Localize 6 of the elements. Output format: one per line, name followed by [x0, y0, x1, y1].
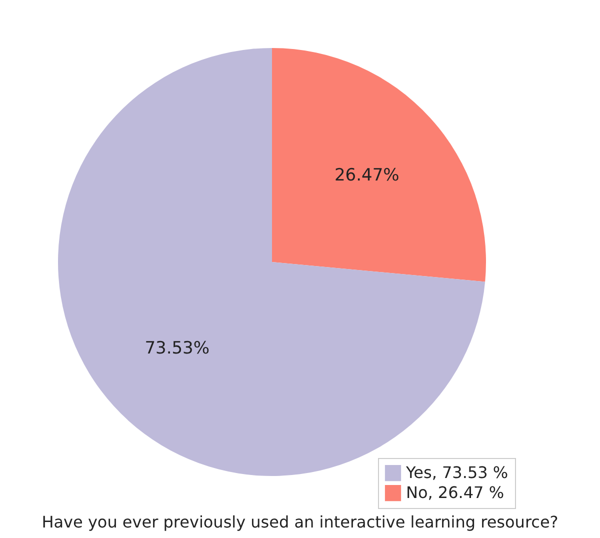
data-label: 73.53%: [144, 338, 210, 359]
text: Have you ever previously used an interactive learning resource?: [42, 512, 558, 532]
legend-label: No, 26.47 %: [406, 483, 504, 502]
pie-slice: [272, 48, 486, 282]
legend-label: Yes, 73.53 %: [405, 463, 508, 482]
data-label: 26.47%: [334, 165, 400, 186]
